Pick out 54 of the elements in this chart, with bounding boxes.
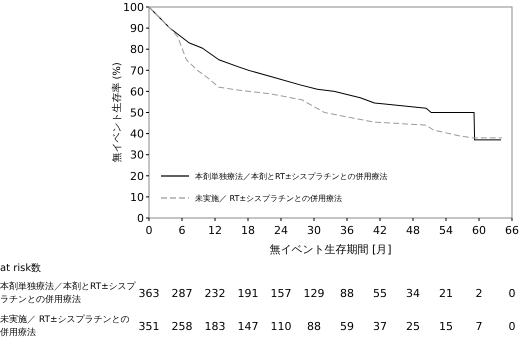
text: 25 [406, 320, 420, 333]
x-tick-label: 6 [178, 224, 186, 237]
text: 15 [439, 320, 453, 333]
y-tick-label: 0 [137, 212, 144, 225]
text: 88 [307, 320, 321, 333]
text: 110 [270, 320, 292, 333]
text: at risk数 [0, 262, 42, 276]
text: 258 [172, 320, 192, 333]
y-tick-label: 50 [130, 106, 144, 120]
text: 0 [508, 320, 516, 333]
x-tick-label: 60 [472, 224, 486, 237]
y-tick-label: 80 [130, 43, 144, 56]
text: 351 [138, 320, 160, 333]
text: 287 [172, 287, 192, 300]
y-tick-label: 90 [130, 22, 144, 36]
text: 147 [238, 320, 258, 333]
text: 34 [406, 287, 420, 300]
text: 88 [340, 287, 354, 300]
text: 37 [373, 320, 387, 333]
text: 21 [439, 287, 453, 300]
x-tick-label: 42 [373, 224, 387, 237]
x-tick-label: 12 [208, 224, 222, 237]
x-tick-label: 30 [307, 224, 321, 237]
x-axis-title: 無イベント生存期間 [月] [269, 243, 392, 256]
text: 7 [476, 320, 482, 333]
y-tick-label: 70 [130, 64, 144, 78]
text: 55 [373, 287, 387, 300]
text: 363 [138, 287, 160, 300]
x-tick-label: 54 [439, 224, 453, 237]
x-tick-label: 0 [146, 224, 152, 237]
text: 未実施／ RT±シスプラチンとの併用療法 [0, 314, 130, 340]
text: 本剤単独療法／本剤とRT±シスプラチンとの併用療法 [0, 281, 136, 307]
text: 2 [476, 287, 482, 300]
y-tick-label: 100 [123, 1, 144, 14]
y-tick-label: 10 [130, 190, 144, 204]
text: 59 [340, 320, 354, 333]
x-tick-label: 24 [274, 224, 288, 237]
text: 232 [204, 287, 226, 300]
x-tick-label: 36 [340, 224, 354, 237]
x-tick-label: 48 [406, 224, 420, 237]
y-axis-title: 無イベント生存率 (%) [111, 62, 123, 163]
x-tick-label: 18 [241, 224, 255, 237]
text: 0 [508, 287, 516, 300]
x-tick-label: 66 [505, 224, 519, 237]
y-tick-label: 60 [130, 85, 144, 98]
y-tick-label: 30 [130, 148, 144, 162]
text: 183 [204, 320, 226, 333]
text: 157 [270, 287, 292, 300]
text: 129 [304, 287, 324, 300]
y-tick-label: 40 [130, 128, 144, 141]
text: 191 [238, 287, 258, 300]
legend-label: 未実施／ RT±シスプラチンとの併用療法 [195, 194, 342, 203]
legend-label: 本剤単独療法／本剤とRT±シスプラチンとの併用療法 [195, 172, 388, 181]
y-tick-label: 20 [130, 170, 144, 183]
